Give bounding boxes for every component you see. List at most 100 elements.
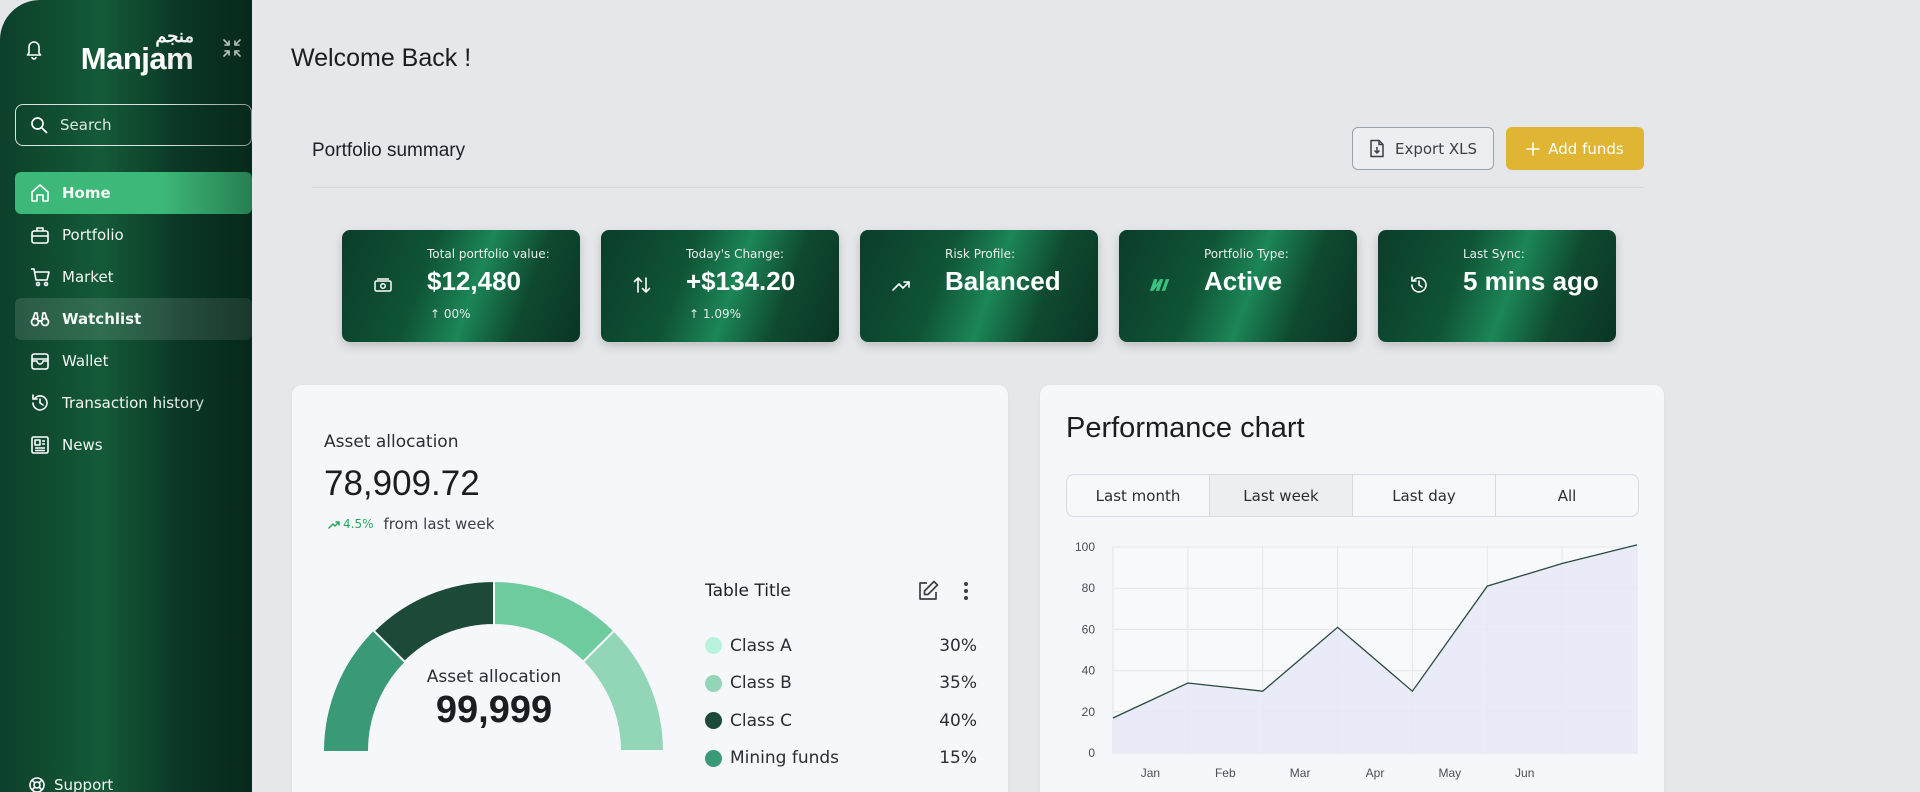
stat-change: ↑ 00% — [430, 307, 471, 321]
legend-row: Class A 30% — [705, 627, 977, 665]
tab-all[interactable]: All — [1557, 486, 1577, 505]
newspaper-icon — [31, 436, 49, 454]
stat-label: Portfolio Type: — [1204, 247, 1289, 261]
legend-pct: 40% — [939, 710, 977, 731]
logo-arabic: منجم — [155, 26, 194, 47]
y-tick-label: 80 — [1082, 581, 1096, 595]
x-tick-label: Jan — [1141, 766, 1160, 780]
stat-card-last-sync: Last Sync: 5 mins ago — [1378, 230, 1616, 342]
allocation-gauge — [324, 581, 664, 752]
search-placeholder: Search — [60, 116, 112, 134]
export-label: Export XLS — [1394, 139, 1478, 158]
x-tick-label: May — [1439, 766, 1462, 780]
stat-label: Risk Profile: — [945, 247, 1016, 261]
sidebar-item-transaction-history[interactable]: Transaction history — [15, 382, 252, 424]
page-title: Welcome Back ! — [291, 44, 472, 72]
home-icon — [31, 184, 49, 202]
sidebar-item-label: Market — [62, 268, 114, 286]
sidebar-item-label: Transaction history — [62, 394, 205, 412]
arrows-up-down-icon — [633, 277, 651, 293]
tab-last-week[interactable]: Last week — [1210, 475, 1353, 516]
stat-card-portfolio-type: Portfolio Type: Active — [1119, 230, 1357, 342]
sidebar-nav: Home Portfolio Market Watchlist Wallet — [15, 172, 252, 466]
legend-name: Class C — [730, 710, 792, 731]
support-link[interactable]: Support — [28, 776, 113, 792]
asset-value: 78,909.72 — [324, 464, 480, 503]
legend-row: Class B 35% — [705, 665, 977, 703]
edit-icon[interactable] — [916, 579, 940, 603]
asset-allocation-card: Asset allocation 78,909.72 4.5% from las… — [292, 385, 1008, 792]
sidebar-item-label: Portfolio — [62, 226, 124, 244]
legend-dot — [705, 749, 722, 767]
gauge-segment-class-a — [581, 629, 664, 752]
stat-change: ↑ 1.09% — [689, 307, 741, 321]
stat-value: Active — [1204, 266, 1283, 296]
bell-icon[interactable] — [24, 38, 44, 60]
stat-card-total-value: Total portfolio value: $12,480 ↑ 00% — [342, 230, 580, 342]
legend-name: Class B — [730, 673, 792, 694]
gauge-segment-class-c — [372, 581, 495, 664]
legend-dot — [705, 712, 722, 730]
series-line — [1112, 544, 1638, 719]
stat-label: Total portfolio value: — [427, 247, 550, 261]
sidebar-item-label: Home — [62, 184, 111, 202]
period-tabs: Last month Last week Last day All — [1066, 474, 1639, 517]
brand-row: منجم Manjam — [24, 26, 246, 76]
table-title: Table Title — [705, 581, 791, 601]
y-tick-label: 60 — [1082, 622, 1096, 636]
search-input[interactable]: Search — [15, 104, 252, 146]
sidebar-item-label: News — [62, 436, 103, 454]
sidebar: منجم Manjam Search Home Portfolio — [0, 0, 252, 792]
x-tick-label: Mar — [1290, 766, 1311, 780]
file-download-icon — [1370, 139, 1384, 158]
more-vertical-icon[interactable] — [960, 579, 972, 603]
sidebar-item-label: Watchlist — [62, 310, 142, 328]
manjam-mark-icon — [1149, 279, 1170, 291]
legend-pct: 15% — [939, 748, 977, 769]
delta-badge: 4.5% — [328, 517, 374, 531]
sidebar-item-watchlist[interactable]: Watchlist — [15, 298, 252, 340]
add-funds-button[interactable]: Add funds — [1506, 127, 1644, 170]
sidebar-item-home[interactable]: Home — [15, 172, 252, 214]
stat-value: Balanced — [945, 266, 1061, 296]
trend-up-icon — [892, 281, 910, 291]
legend-pct: 30% — [939, 635, 977, 656]
stat-value: $12,480 — [427, 266, 521, 296]
allocation-legend: Class A 30% Class B 35% Class C 40% Mini… — [705, 627, 977, 777]
stat-value: 5 mins ago — [1463, 266, 1599, 296]
y-tick-label: 100 — [1075, 540, 1095, 554]
legend-pct: 35% — [939, 673, 977, 694]
sidebar-item-portfolio[interactable]: Portfolio — [15, 214, 252, 256]
performance-line-chart: 0 20 40 60 80 100 Jan Feb Mar Apr May Jun — [1075, 540, 1638, 780]
performance-chart-card: Performance chart Last month Last week L… — [1040, 385, 1664, 792]
gauge-center: Asset allocation 99,999 — [324, 667, 664, 732]
tab-last-day[interactable]: Last day — [1353, 475, 1496, 516]
sidebar-item-news[interactable]: News — [15, 424, 252, 466]
stat-card-todays-change: Today's Change: +$134.20 ↑ 1.09% — [601, 230, 839, 342]
y-tick-label: 0 — [1088, 746, 1095, 760]
stat-card-risk-profile: Risk Profile: Balanced — [860, 230, 1098, 342]
legend-dot — [705, 637, 722, 655]
wallet-icon — [31, 353, 49, 370]
search-icon — [31, 117, 48, 134]
support-label: Support — [54, 776, 114, 792]
logo-latin: Manjam — [80, 41, 194, 76]
stat-label: Today's Change: — [686, 247, 785, 261]
cart-icon — [31, 268, 50, 287]
collapse-icon[interactable] — [222, 38, 242, 58]
cash-icon — [374, 278, 392, 292]
lifebuoy-icon — [29, 777, 45, 792]
sidebar-item-market[interactable]: Market — [15, 256, 252, 298]
tab-last-month[interactable]: Last month — [1067, 475, 1210, 516]
gauge-label: Asset allocation — [426, 667, 562, 687]
sidebar-item-wallet[interactable]: Wallet — [15, 340, 252, 382]
stat-value: +$134.20 — [686, 266, 796, 296]
history-icon — [32, 394, 48, 411]
x-tick-label: Feb — [1215, 766, 1236, 780]
legend-row: Mining funds 15% — [705, 740, 977, 778]
x-tick-label: Apr — [1366, 766, 1385, 780]
legend-name: Class A — [730, 635, 792, 656]
delta-pct: 4.5% — [343, 517, 374, 531]
portfolio-summary-bar: Portfolio summary Export XLS Add funds — [312, 126, 1644, 188]
export-xls-button[interactable]: Export XLS — [1352, 127, 1494, 170]
